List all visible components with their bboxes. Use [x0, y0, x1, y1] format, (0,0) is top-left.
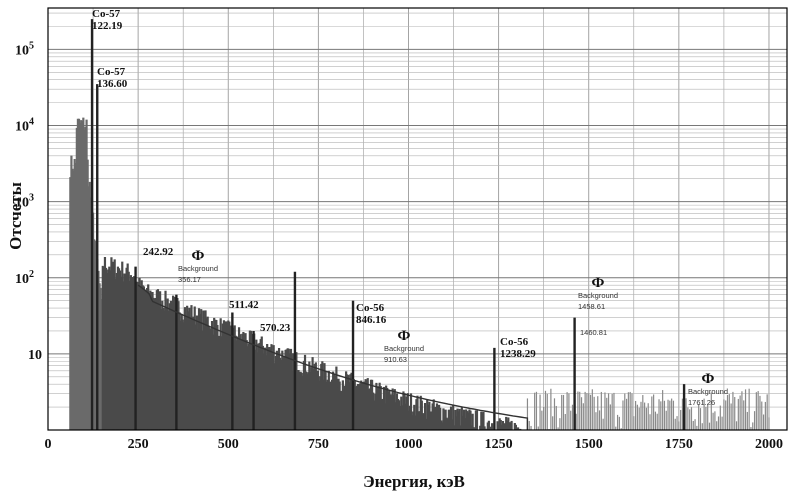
background-energy: 910.63 — [384, 355, 407, 364]
x-axis-title: Энергия, кэВ — [363, 472, 465, 491]
x-tick-label: 1250 — [485, 437, 513, 452]
y-axis-title: Отсчеты — [6, 182, 25, 250]
background-fit-line — [137, 284, 529, 430]
background-energy-secondary: 1460.81 — [580, 328, 607, 337]
peak-label: Co-56 — [500, 336, 529, 348]
tick-labels: 0 250 500 750 1000 1250 1500 1750 20001010210310… — [15, 40, 783, 452]
peak-label: 570.23 — [260, 322, 291, 334]
background-label: Background — [688, 387, 728, 396]
peak-label: 242.92 — [143, 246, 174, 258]
peak-label: 846.16 — [356, 314, 387, 326]
x-tick-label: 1500 — [575, 437, 603, 452]
spectrum-area — [69, 117, 770, 430]
peak-label: 1238.29 — [500, 348, 536, 360]
peak-label: Co-56 — [356, 302, 385, 314]
y-tick-exponent: 3 — [29, 193, 34, 204]
background-symbol: Ф — [702, 371, 715, 387]
peak-annotation: 242.92 — [143, 246, 174, 258]
x-tick-label: 500 — [218, 437, 239, 452]
plot-frame — [47, 7, 788, 431]
background-label: Background — [384, 344, 424, 353]
y-tick-label: 102 — [15, 269, 34, 287]
peak-annotation: 570.23 — [260, 322, 291, 334]
x-tick-label: 1000 — [394, 437, 422, 452]
background-label: Background — [178, 264, 218, 273]
background-energy: 1761.26 — [688, 398, 715, 407]
background-symbol: Ф — [192, 248, 205, 264]
peak-label: 122.19 — [92, 20, 123, 32]
background-energy: 1458.61 — [578, 302, 605, 311]
x-tick-label: 2000 — [755, 437, 783, 452]
x-tick-label: 750 — [308, 437, 329, 452]
peak-label: 511.42 — [229, 299, 259, 311]
x-tick-label: 1750 — [665, 437, 693, 452]
y-tick-exponent: 5 — [29, 40, 34, 51]
background-energy: 356.17 — [178, 275, 201, 284]
peak-lines — [90, 19, 686, 430]
peak-label: Co-57 — [92, 8, 121, 20]
y-tick-label: 104 — [15, 117, 34, 135]
background-symbol: Ф — [398, 328, 411, 344]
x-tick-label: 0 — [45, 437, 52, 452]
peak-annotation: 511.42 — [229, 299, 259, 311]
background-symbol: Ф — [592, 275, 605, 291]
x-tick-label: 250 — [128, 437, 149, 452]
peak-label: 136.60 — [97, 78, 128, 90]
background-label: Background — [578, 291, 618, 300]
y-tick-exponent: 2 — [29, 269, 34, 280]
y-tick-exponent: 4 — [29, 117, 34, 128]
y-tick-label: 105 — [15, 40, 34, 58]
y-tick-label: 10 — [28, 348, 42, 363]
peak-label: Co-57 — [97, 66, 126, 78]
